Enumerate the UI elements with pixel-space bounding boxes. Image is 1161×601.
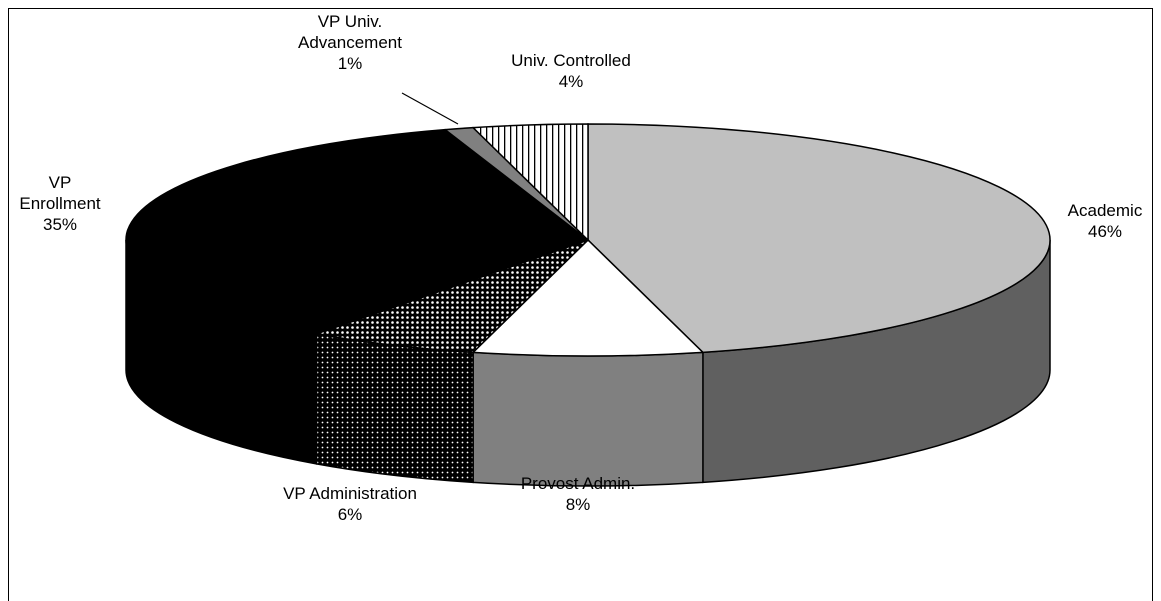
pie-tops xyxy=(125,123,1051,357)
value-label: 46% xyxy=(1087,222,1123,241)
pie-sides xyxy=(125,239,1051,487)
slice-label: VP Administration 6% xyxy=(260,483,440,525)
slice-label: Provost Admin. 8% xyxy=(508,473,648,515)
value-label: 8% xyxy=(565,495,591,514)
leader-line xyxy=(401,92,459,125)
pie-slice xyxy=(313,239,589,354)
value-label: 4% xyxy=(558,72,584,91)
slice-label: VP Univ. Advancement 1% xyxy=(293,11,408,74)
pie-slice xyxy=(471,123,589,242)
category-label: Univ. Controlled xyxy=(511,51,631,70)
pie-slice xyxy=(471,238,705,357)
category-label: VP Univ. Advancement xyxy=(298,12,402,52)
category-label: Provost Admin. xyxy=(520,474,636,493)
pie-slice xyxy=(587,123,1051,354)
slice-label: Univ. Controlled 4% xyxy=(491,50,651,92)
category-label: VP Enrollment xyxy=(19,173,101,213)
pie-side xyxy=(315,332,474,484)
slice-label: Academic 46% xyxy=(1050,200,1160,242)
category-label: Academic xyxy=(1067,201,1143,220)
value-label: 35% xyxy=(42,215,78,234)
pie-side xyxy=(472,351,704,487)
chart-frame xyxy=(8,8,1153,601)
value-label: 6% xyxy=(337,505,363,524)
value-label: 1% xyxy=(337,54,363,73)
pie-slice xyxy=(125,128,590,335)
category-label: VP Administration xyxy=(283,484,417,503)
slice-label: VP Enrollment 35% xyxy=(13,172,108,235)
